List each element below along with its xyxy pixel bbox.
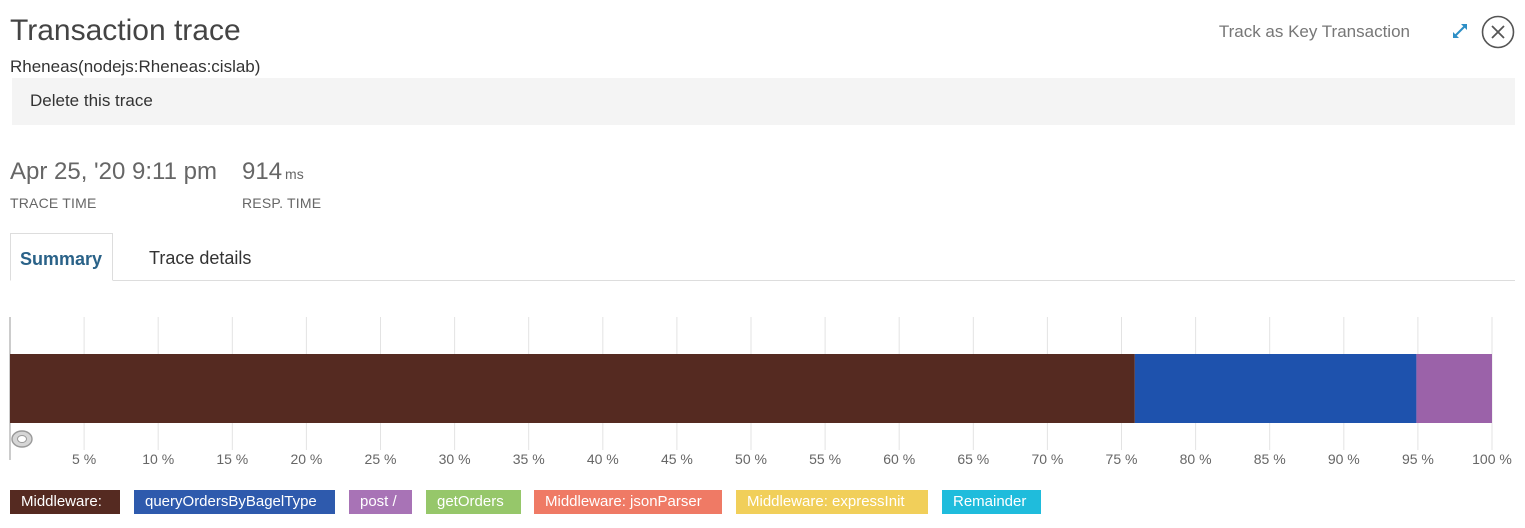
expand-icon[interactable]	[1451, 22, 1469, 40]
trace-time-label: TRACE TIME	[10, 195, 97, 211]
chart-tick-label: 15 %	[216, 451, 248, 467]
legend-item[interactable]: Remainder	[942, 490, 1041, 514]
chart-tick-label: 60 %	[883, 451, 915, 467]
chart-tick-label: 40 %	[587, 451, 619, 467]
chart-tick-label: 20 %	[290, 451, 322, 467]
legend-item[interactable]: Middleware: expressInit	[736, 490, 928, 514]
chart-bar-segment	[1134, 354, 1417, 423]
close-icon[interactable]	[1481, 15, 1515, 49]
legend-item[interactable]: queryOrdersByBagelType	[134, 490, 335, 514]
resp-time-value: 914	[242, 158, 283, 185]
track-key-transaction-link[interactable]: Track as Key Transaction	[1218, 22, 1410, 41]
chart-tick-label: 50 %	[735, 451, 767, 467]
chart-tick-label: 30 %	[439, 451, 471, 467]
trace-time-value: Apr 25, '20 9:11 pm	[10, 158, 217, 185]
tab-bar: Summary Trace details	[10, 233, 1515, 281]
chart-tick-label: 10 %	[142, 451, 174, 467]
chart-tick-label: 55 %	[809, 451, 841, 467]
chart-tick-label: 5 %	[72, 451, 96, 467]
chart-tick-label: 100 %	[1472, 451, 1512, 467]
app-instance-name: Rheneas(nodejs:Rheneas:cislab)	[10, 57, 261, 76]
legend-item[interactable]: getOrders	[426, 490, 521, 514]
chart-tick-label: 35 %	[513, 451, 545, 467]
time-breakdown-chart: 5 % 10 % 15 % 20 % 25 % 30 % 35 % 40 % 45 % 50 % 5…	[9, 317, 1512, 467]
range-handle-icon[interactable]	[11, 430, 33, 448]
page-title: Transaction trace	[10, 14, 241, 47]
chart-tick-label: 70 %	[1031, 451, 1063, 467]
chart-bar-segment	[10, 354, 1135, 423]
chart-tick-label: 45 %	[661, 451, 693, 467]
resp-time-stat: 914 ms RESP. TIME	[242, 158, 321, 211]
tab-summary[interactable]: Summary	[10, 233, 113, 281]
chart-tick-label: 25 %	[365, 451, 397, 467]
chart-bar-segment	[1416, 354, 1492, 423]
legend-item[interactable]: post /	[349, 490, 412, 514]
chart-tick-label: 85 %	[1254, 451, 1286, 467]
tab-trace-details[interactable]: Trace details	[149, 248, 252, 268]
trace-time-stat: Apr 25, '20 9:11 pm TRACE TIME	[10, 158, 217, 211]
chart-tick-label: 75 %	[1106, 451, 1138, 467]
resp-time-label: RESP. TIME	[242, 195, 322, 211]
legend-item[interactable]: Middleware:	[10, 490, 120, 514]
delete-trace-button[interactable]: Delete this trace	[30, 91, 153, 110]
legend-item[interactable]: Middleware: jsonParser	[534, 490, 722, 514]
chart-tick-label: 65 %	[957, 451, 989, 467]
action-bar: Delete this trace	[12, 78, 1515, 125]
resp-time-unit: ms	[285, 166, 304, 182]
chart-tick-label: 90 %	[1328, 451, 1360, 467]
chart-tick-label: 80 %	[1180, 451, 1212, 467]
chart-tick-label: 95 %	[1402, 451, 1434, 467]
